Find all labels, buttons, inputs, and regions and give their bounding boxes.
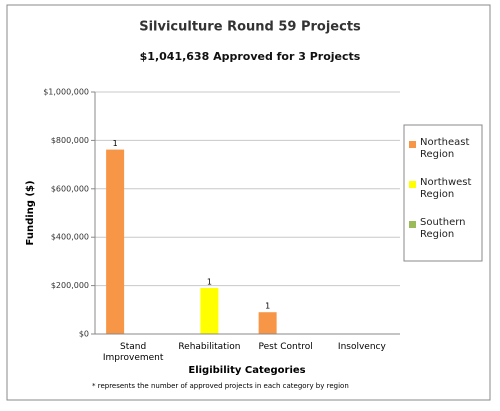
y-tick-label: $0 xyxy=(79,330,89,339)
legend-label: Southern Region xyxy=(420,217,466,240)
bar xyxy=(200,288,219,334)
bar xyxy=(258,312,277,334)
legend-label: Northwest Region xyxy=(420,177,472,200)
data-label: 1 xyxy=(207,278,212,287)
legend-swatch xyxy=(409,181,416,188)
x-axis-label: Eligibility Categories xyxy=(188,365,305,376)
y-tick-label: $200,000 xyxy=(51,281,89,290)
y-tick-label: $600,000 xyxy=(51,184,89,193)
x-tick-label: Insolvency xyxy=(337,342,386,352)
x-tick-label: Stand Improvement xyxy=(102,342,164,363)
footnote: * represents the number of approved proj… xyxy=(92,382,349,390)
legend-label: Northeast Region xyxy=(420,137,470,160)
legend-box xyxy=(403,124,483,262)
legend-swatch xyxy=(409,141,416,148)
chart-title: Silviculture Round 59 Projects xyxy=(139,20,361,35)
y-tick-label: $400,000 xyxy=(51,233,89,242)
chart-subtitle: $1,041,638 Approved for 3 Projects xyxy=(140,50,361,63)
data-label: 1 xyxy=(113,139,118,148)
y-axis-label: Funding ($) xyxy=(25,180,36,245)
bar xyxy=(106,149,125,334)
x-tick-label: Pest Control xyxy=(258,342,313,352)
x-tick-label: Rehabilitation xyxy=(178,342,241,352)
legend-swatch xyxy=(409,221,416,228)
y-tick-label: $1,000,000 xyxy=(43,88,89,97)
y-tick-label: $800,000 xyxy=(51,136,89,145)
data-label: 1 xyxy=(265,302,270,311)
